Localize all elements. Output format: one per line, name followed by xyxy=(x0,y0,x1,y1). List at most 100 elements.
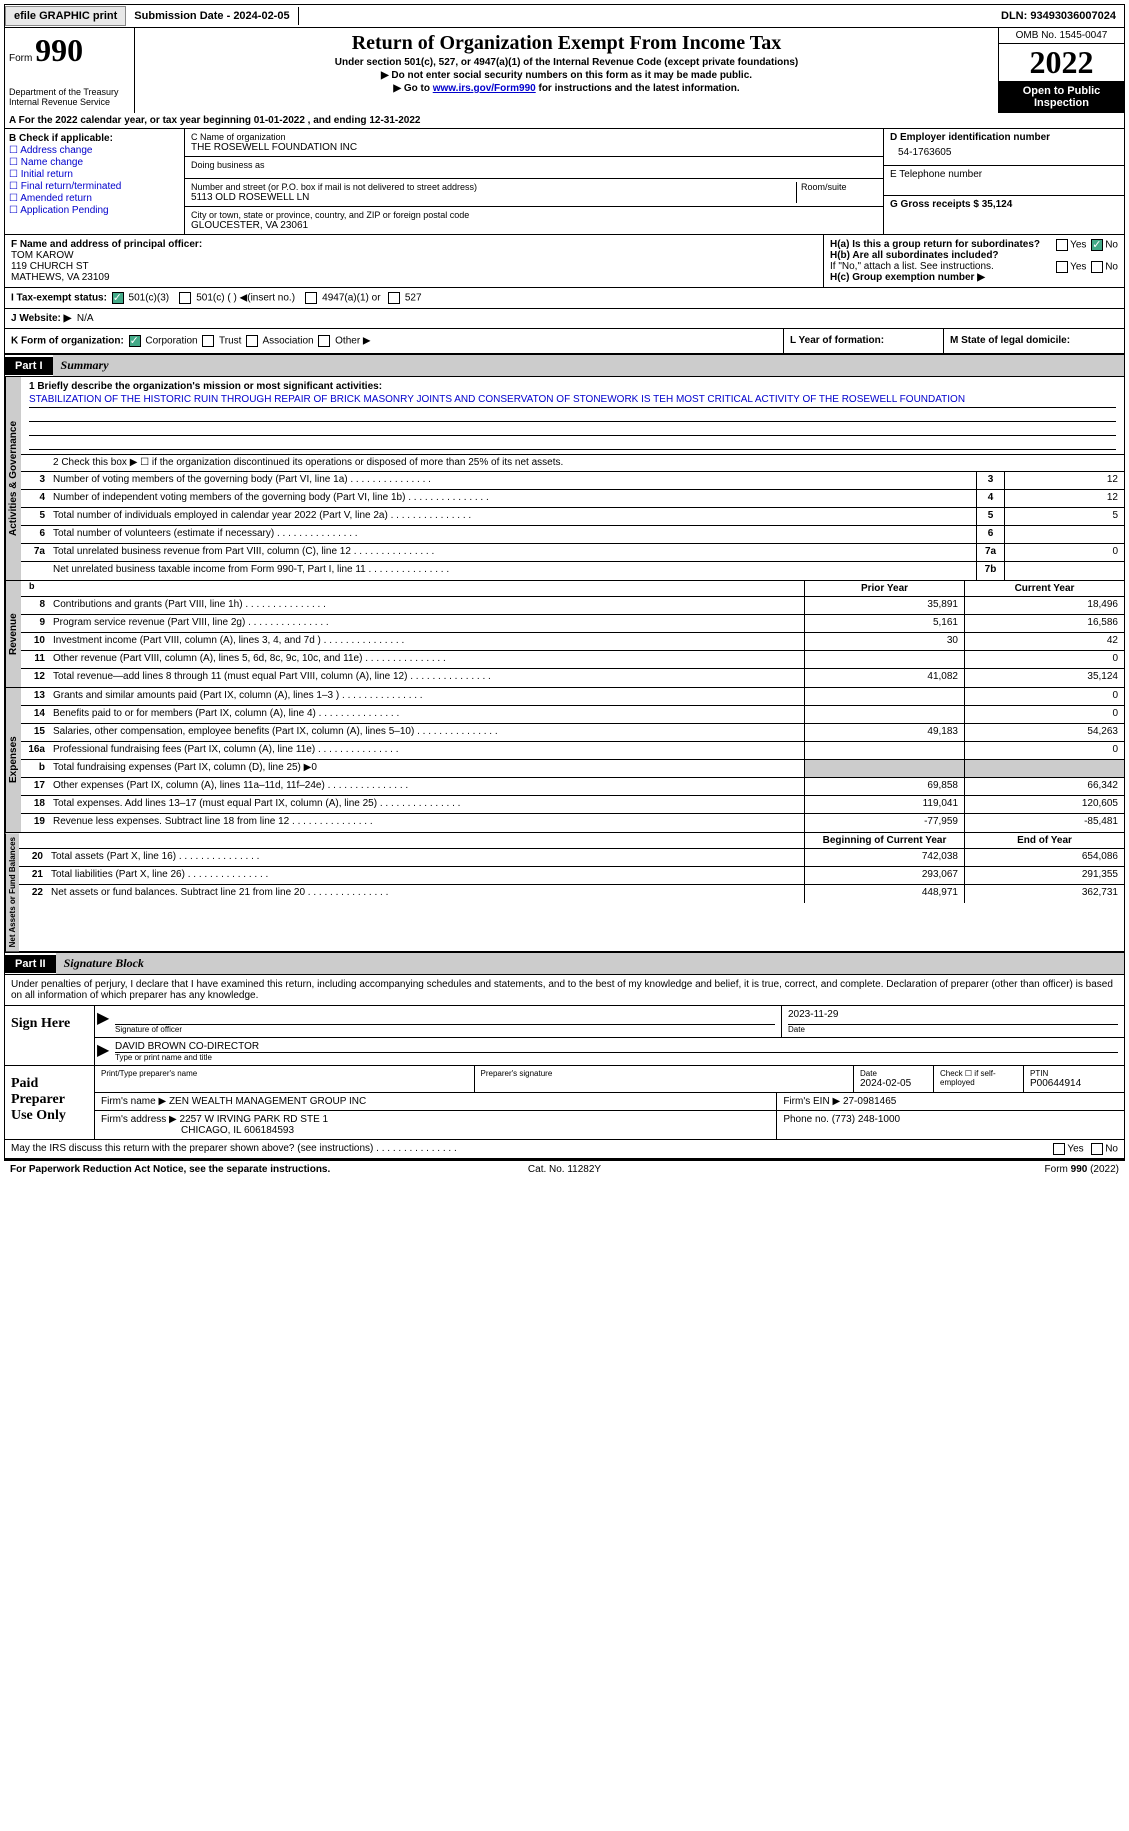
section-b-checkboxes: B Check if applicable: ☐ Address change … xyxy=(5,129,185,234)
summary-row: 12Total revenue—add lines 8 through 11 (… xyxy=(21,669,1124,687)
summary-row: 5Total number of individuals employed in… xyxy=(21,508,1124,526)
irs-link[interactable]: www.irs.gov/Form990 xyxy=(433,83,536,94)
firm-phone-label: Phone no. xyxy=(783,1114,829,1125)
cb-address-change[interactable]: ☐ Address change xyxy=(9,145,180,156)
submission-date: Submission Date - 2024-02-05 xyxy=(126,7,298,25)
cb-application-pending[interactable]: ☐ Application Pending xyxy=(9,205,180,216)
summary-row: Net unrelated business taxable income fr… xyxy=(21,562,1124,580)
mission-blank-1 xyxy=(29,408,1116,422)
firm-phone: (773) 248-1000 xyxy=(832,1114,900,1125)
cb-name-change[interactable]: ☐ Name change xyxy=(9,157,180,168)
ein-value: 54-1763605 xyxy=(890,143,1118,162)
cb-initial-return[interactable]: ☐ Initial return xyxy=(9,169,180,180)
line1-label: 1 Briefly describe the organization's mi… xyxy=(29,381,382,392)
goto-note: ▶ Go to www.irs.gov/Form990 for instruct… xyxy=(139,83,994,94)
firm-ein-label: Firm's EIN ▶ xyxy=(783,1096,840,1107)
date-label: Date xyxy=(788,1025,1118,1034)
prep-date: 2024-02-05 xyxy=(860,1078,927,1089)
cb-final-return[interactable]: ☐ Final return/terminated xyxy=(9,181,180,192)
ha-yes[interactable] xyxy=(1056,239,1068,251)
city-label: City or town, state or province, country… xyxy=(191,210,877,220)
summary-row: 18Total expenses. Add lines 13–17 (must … xyxy=(21,796,1124,814)
officer-printed-name: DAVID BROWN CO-DIRECTOR xyxy=(115,1041,1118,1053)
current-year-hdr: Current Year xyxy=(964,581,1124,597)
hb-yes[interactable] xyxy=(1056,261,1068,273)
cb-association[interactable] xyxy=(246,335,258,347)
part1-title: Summary xyxy=(53,355,1124,376)
dba-label: Doing business as xyxy=(191,160,877,170)
summary-row: 6Total number of volunteers (estimate if… xyxy=(21,526,1124,544)
officer-addr2: MATHEWS, VA 23109 xyxy=(11,272,110,283)
ptin-value: P00644914 xyxy=(1030,1078,1118,1089)
hb-no[interactable] xyxy=(1091,261,1103,273)
firm-addr2: CHICAGO, IL 606184593 xyxy=(101,1125,294,1136)
firm-addr-label: Firm's address ▶ xyxy=(101,1114,177,1125)
hc-label: H(c) Group exemption number ▶ xyxy=(830,272,985,283)
summary-row: 3Number of voting members of the governi… xyxy=(21,472,1124,490)
cb-501c3[interactable] xyxy=(112,292,124,304)
summary-row: 9Program service revenue (Part VIII, lin… xyxy=(21,615,1124,633)
omb-number: OMB No. 1545-0047 xyxy=(999,28,1124,44)
firm-name-label: Firm's name ▶ xyxy=(101,1096,166,1107)
state-domicile-label: M State of legal domicile: xyxy=(950,335,1070,346)
summary-row: 7aTotal unrelated business revenue from … xyxy=(21,544,1124,562)
efile-print-button[interactable]: efile GRAPHIC print xyxy=(5,6,126,26)
cb-amended-return[interactable]: ☐ Amended return xyxy=(9,193,180,204)
org-info-grid: B Check if applicable: ☐ Address change … xyxy=(4,129,1125,235)
addr-value: 5113 OLD ROSEWELL LN xyxy=(191,192,792,203)
org-name: THE ROSEWELL FOUNDATION INC xyxy=(191,142,877,153)
cb-501c[interactable] xyxy=(179,292,191,304)
part2-header: Part II Signature Block xyxy=(4,952,1125,975)
firm-ein: 27-0981465 xyxy=(843,1096,896,1107)
top-toolbar: efile GRAPHIC print Submission Date - 20… xyxy=(4,4,1125,28)
discuss-yes[interactable] xyxy=(1053,1143,1065,1155)
cb-527[interactable] xyxy=(388,292,400,304)
exempt-status-row: I Tax-exempt status: 501(c)(3) 501(c) ( … xyxy=(4,288,1125,309)
website-row: J Website: ▶ N/A xyxy=(4,309,1125,329)
boy-hdr: Beginning of Current Year xyxy=(804,833,964,849)
ha-no[interactable] xyxy=(1091,239,1103,251)
city-value: GLOUCESTER, VA 23061 xyxy=(191,220,877,231)
page-footer: For Paperwork Reduction Act Notice, see … xyxy=(4,1159,1125,1178)
hb-label: H(b) Are all subordinates included? xyxy=(830,250,999,261)
officer-name: TOM KAROW xyxy=(11,250,74,261)
revenue-headers: b Prior Year Current Year xyxy=(21,581,1124,597)
prep-date-label: Date xyxy=(860,1069,927,1078)
arrow-icon: ▶ xyxy=(95,1038,109,1065)
officer-addr1: 119 CHURCH ST xyxy=(11,261,89,272)
firm-name: ZEN WEALTH MANAGEMENT GROUP INC xyxy=(169,1096,366,1107)
year-formation-label: L Year of formation: xyxy=(790,335,884,346)
line-a-calendar-year: A For the 2022 calendar year, or tax yea… xyxy=(4,113,1125,129)
section-f-h: F Name and address of principal officer:… xyxy=(4,235,1125,288)
revenue-section: Revenue b Prior Year Current Year 8Contr… xyxy=(4,581,1125,688)
expenses-section: Expenses 13Grants and similar amounts pa… xyxy=(4,688,1125,833)
mission-text: STABILIZATION OF THE HISTORIC RUIN THROU… xyxy=(29,392,1116,408)
cb-4947[interactable] xyxy=(305,292,317,304)
ptin-label: PTIN xyxy=(1030,1069,1118,1078)
paid-preparer-section: Paid Preparer Use Only Print/Type prepar… xyxy=(4,1066,1125,1140)
sign-here-section: Sign Here ▶ Signature of officer 2023-11… xyxy=(4,1005,1125,1066)
discuss-no[interactable] xyxy=(1091,1143,1103,1155)
sign-here-label: Sign Here xyxy=(5,1006,95,1065)
summary-row: 8Contributions and grants (Part VIII, li… xyxy=(21,597,1124,615)
cat-number: Cat. No. 11282Y xyxy=(380,1164,750,1175)
ssn-note: ▶ Do not enter social security numbers o… xyxy=(139,70,994,81)
mission-blank-3 xyxy=(29,436,1116,450)
arrow-icon: ▶ xyxy=(95,1006,109,1037)
self-employed-label: Check ☐ if self-employed xyxy=(940,1069,1017,1087)
summary-row: 16aProfessional fundraising fees (Part I… xyxy=(21,742,1124,760)
summary-row: bTotal fundraising expenses (Part IX, co… xyxy=(21,760,1124,778)
addr-label: Number and street (or P.O. box if mail i… xyxy=(191,182,792,192)
cb-corporation[interactable] xyxy=(129,335,141,347)
vl-activities: Activities & Governance xyxy=(5,377,21,580)
org-name-label: C Name of organization xyxy=(191,132,877,142)
summary-row: 15Salaries, other compensation, employee… xyxy=(21,724,1124,742)
cb-trust[interactable] xyxy=(202,335,214,347)
sig-officer-label: Signature of officer xyxy=(115,1025,775,1034)
prior-year-hdr: Prior Year xyxy=(804,581,964,597)
summary-row: 20Total assets (Part X, line 16)742,0386… xyxy=(19,849,1124,867)
part1-tab: Part I xyxy=(5,357,53,375)
name-title-label: Type or print name and title xyxy=(115,1053,1118,1062)
cb-other[interactable] xyxy=(318,335,330,347)
discuss-row: May the IRS discuss this return with the… xyxy=(4,1140,1125,1159)
